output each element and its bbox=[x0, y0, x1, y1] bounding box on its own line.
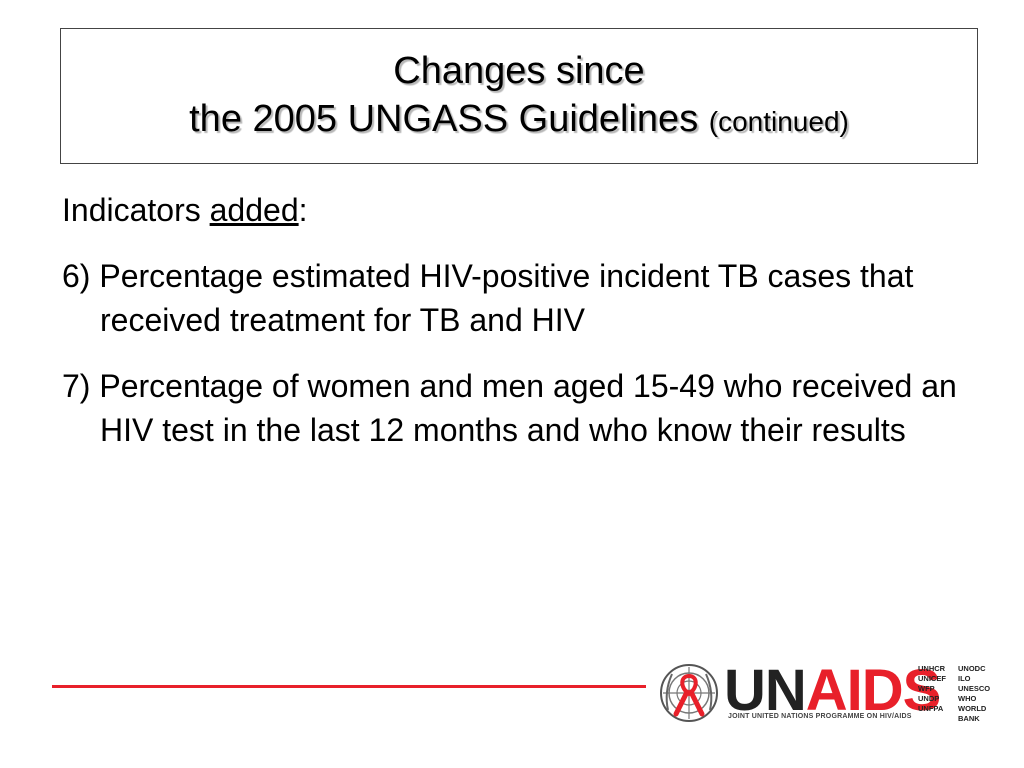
logo-aids: AIDS bbox=[805, 658, 942, 723]
cosponsor: WHO bbox=[958, 694, 977, 703]
cosponsor: ILO bbox=[958, 674, 971, 683]
cosponsor: WFP bbox=[918, 684, 935, 693]
un-emblem-icon bbox=[660, 664, 718, 722]
intro-prefix: Indicators bbox=[62, 192, 210, 228]
logo-subtitle: JOINT UNITED NATIONS PROGRAMME ON HIV/AI… bbox=[728, 713, 912, 720]
cosponsor-list: UNHCR UNODC UNICEF ILO WFP UNESCO UNDP W… bbox=[918, 664, 1004, 724]
title-line-2: the 2005 UNGASS Guidelines (continued) bbox=[189, 95, 849, 146]
title-box: Changes since the 2005 UNGASS Guidelines… bbox=[60, 28, 978, 164]
cosponsor: UNICEF bbox=[918, 674, 946, 683]
title-main: the 2005 UNGASS Guidelines bbox=[189, 97, 699, 140]
indicator-item-7: 7) Percentage of women and men aged 15-4… bbox=[62, 368, 957, 448]
intro-line: Indicators added: bbox=[62, 188, 962, 232]
logo-un: UN bbox=[724, 658, 807, 723]
cosponsor: UNHCR bbox=[918, 664, 946, 673]
cosponsor: UNODC bbox=[958, 664, 986, 673]
intro-emphasis: added bbox=[209, 192, 299, 228]
logo-wordmark: UNAIDS bbox=[724, 656, 942, 726]
red-ribbon-icon bbox=[673, 673, 705, 717]
cosponsor: UNESCO bbox=[958, 684, 991, 693]
cosponsor: UNFPA bbox=[918, 704, 944, 713]
title-line-1: Changes since bbox=[393, 49, 645, 92]
unaids-logo: UNAIDS JOINT UNITED NATIONS PROGRAMME ON… bbox=[656, 658, 996, 724]
cosponsor: UNDP bbox=[918, 694, 940, 703]
slide-body: Indicators added: 6) Percentage estimate… bbox=[62, 188, 962, 474]
cosponsor: WORLD BANK bbox=[958, 704, 987, 723]
indicator-item-6: 6) Percentage estimated HIV-positive inc… bbox=[62, 258, 914, 338]
intro-suffix: : bbox=[298, 192, 308, 228]
title-suffix: (continued) bbox=[708, 105, 849, 137]
footer-red-rule bbox=[52, 685, 646, 688]
